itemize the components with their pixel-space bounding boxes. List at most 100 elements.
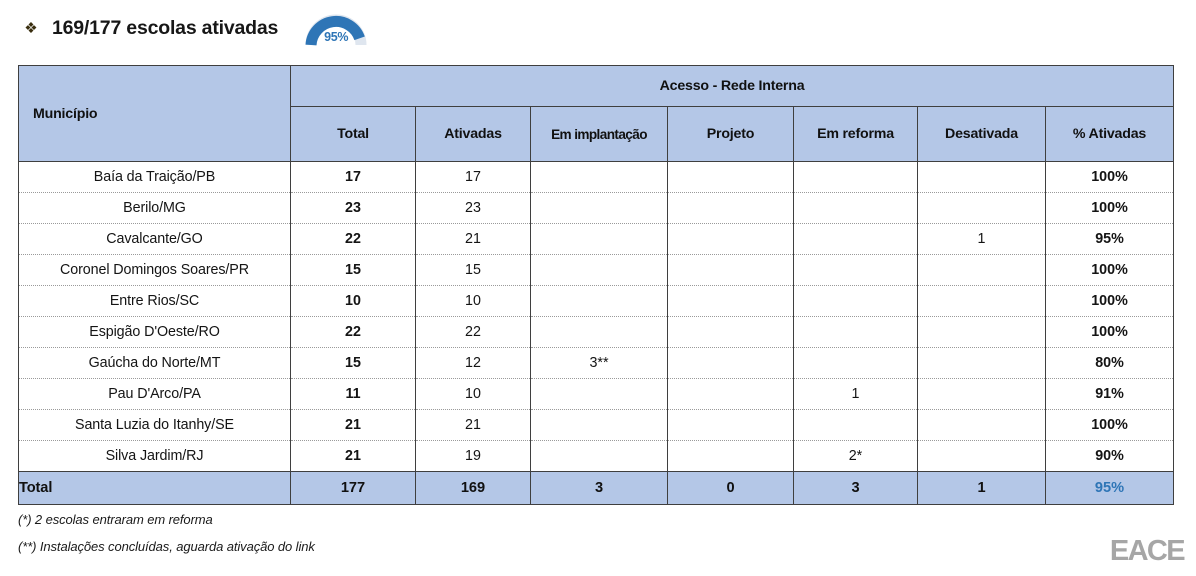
cell-desativada	[917, 285, 1046, 317]
cell-total: 22	[290, 223, 416, 255]
cell-em-implantacao	[530, 378, 668, 410]
cell-pct-ativadas: 90%	[1044, 440, 1175, 472]
cell-total: 17	[290, 161, 416, 193]
cell-municipio: Entre Rios/SC	[18, 285, 291, 317]
cell-municipio: Coronel Domingos Soares/PR	[18, 254, 291, 286]
cell-total: 23	[290, 192, 416, 224]
column-header-municipio: Município	[18, 65, 291, 162]
cell-em-reforma	[793, 161, 918, 193]
cell-projeto	[667, 254, 794, 286]
page-title: 169/177 escolas ativadas	[52, 16, 279, 39]
table-row: Berilo/MG 23 23 100%	[18, 192, 1175, 224]
cell-total: 22	[290, 316, 416, 348]
cell-ativadas: 15	[415, 254, 531, 286]
cell-municipio: Silva Jardim/RJ	[18, 440, 291, 472]
cell-em-reforma	[793, 285, 918, 317]
cell-total-ativadas: 169	[415, 471, 531, 505]
diamond-bullet-icon: ❖	[24, 19, 38, 37]
column-header-em-reforma: Em reforma	[793, 106, 918, 162]
table-header-group-row: Município Acesso - Rede Interna	[18, 65, 1175, 162]
cell-desativada	[917, 161, 1046, 193]
table-row: Gaúcha do Norte/MT 15 12 3** 80%	[18, 347, 1175, 379]
column-header-desativada: Desativada	[917, 106, 1046, 162]
cell-total: 21	[290, 409, 416, 441]
cell-desativada	[917, 440, 1046, 472]
table-row: Cavalcante/GO 22 21 1 95%	[18, 223, 1175, 255]
cell-total: 21	[290, 440, 416, 472]
table-row: Pau D'Arco/PA 11 10 1 91%	[18, 378, 1175, 410]
cell-projeto	[667, 440, 794, 472]
table-row: Entre Rios/SC 10 10 100%	[18, 285, 1175, 317]
cell-pct-ativadas: 100%	[1044, 409, 1175, 441]
cell-municipio: Cavalcante/GO	[18, 223, 291, 255]
table-row: Coronel Domingos Soares/PR 15 15 100%	[18, 254, 1175, 286]
cell-ativadas: 22	[415, 316, 531, 348]
cell-municipio: Santa Luzia do Itanhy/SE	[18, 409, 291, 441]
footnote-double-asterisk: (**) Instalações concluídas, aguarda ati…	[18, 539, 315, 555]
cell-desativada	[917, 316, 1046, 348]
cell-municipio: Pau D'Arco/PA	[18, 378, 291, 410]
column-group-header-acesso-rede-interna: Acesso - Rede Interna	[289, 65, 1175, 107]
cell-em-reforma	[793, 223, 918, 255]
cell-pct-ativadas: 80%	[1044, 347, 1175, 379]
cell-total-label: Total	[18, 471, 291, 505]
cell-municipio: Baía da Traição/PB	[18, 161, 291, 193]
table-row: Espigão D'Oeste/RO 22 22 100%	[18, 316, 1175, 348]
cell-desativada	[917, 409, 1046, 441]
cell-em-implantacao	[530, 285, 668, 317]
cell-ativadas: 12	[415, 347, 531, 379]
cell-total: 15	[290, 347, 416, 379]
cell-projeto	[667, 316, 794, 348]
cell-em-reforma	[793, 347, 918, 379]
cell-ativadas: 19	[415, 440, 531, 472]
cell-projeto	[667, 285, 794, 317]
cell-projeto	[667, 378, 794, 410]
cell-em-reforma	[793, 409, 918, 441]
column-header-total: Total	[290, 106, 416, 162]
cell-projeto	[667, 223, 794, 255]
cell-desativada	[917, 254, 1046, 286]
cell-em-reforma	[793, 254, 918, 286]
cell-desativada	[917, 378, 1046, 410]
cell-municipio: Espigão D'Oeste/RO	[18, 316, 291, 348]
cell-em-implantacao	[530, 161, 668, 193]
cell-projeto	[667, 192, 794, 224]
cell-em-implantacao	[530, 192, 668, 224]
eace-logo: EACE	[1109, 535, 1186, 567]
cell-total-projeto: 0	[667, 471, 794, 505]
table-row: Baía da Traição/PB 17 17 100%	[18, 161, 1175, 193]
column-header-em-implantacao: Em implantação	[530, 106, 668, 162]
cell-ativadas: 10	[415, 378, 531, 410]
cell-em-reforma: 2*	[793, 440, 918, 472]
cell-em-implantacao	[530, 254, 668, 286]
cell-ativadas: 23	[415, 192, 531, 224]
cell-total-em-implantacao: 3	[530, 471, 668, 505]
cell-pct-ativadas: 100%	[1044, 285, 1175, 317]
cell-ativadas: 17	[415, 161, 531, 193]
cell-total: 10	[290, 285, 416, 317]
column-header-pct-ativadas: % Ativadas	[1044, 106, 1175, 162]
cell-pct-ativadas: 95%	[1044, 223, 1175, 255]
cell-em-reforma: 1	[793, 378, 918, 410]
cell-total-pct-ativadas: 95%	[1044, 471, 1175, 505]
cell-projeto	[667, 409, 794, 441]
gauge-value-label: 95%	[324, 30, 349, 44]
cell-total-desativada: 1	[917, 471, 1046, 505]
cell-desativada	[917, 192, 1046, 224]
cell-total-total: 177	[290, 471, 416, 505]
page-header: ❖ 169/177 escolas ativadas 95%	[0, 0, 1196, 56]
table-row: Silva Jardim/RJ 21 19 2* 90%	[18, 440, 1175, 472]
cell-em-implantacao	[530, 223, 668, 255]
table-header-sub-row: Total Ativadas Em implantação Projeto Em…	[19, 106, 1175, 162]
cell-pct-ativadas: 100%	[1044, 161, 1175, 193]
gauge-arc-icon	[305, 14, 367, 46]
column-header-ativadas: Ativadas	[415, 106, 531, 162]
cell-pct-ativadas: 100%	[1044, 192, 1175, 224]
table-row: Santa Luzia do Itanhy/SE 21 21 100%	[18, 409, 1175, 441]
cell-pct-ativadas: 91%	[1044, 378, 1175, 410]
schools-activation-table: Município Acesso - Rede Interna Total At…	[18, 65, 1175, 505]
column-header-projeto: Projeto	[667, 106, 794, 162]
footnote-single-asterisk: (*) 2 escolas entraram em reforma	[18, 512, 213, 527]
cell-projeto	[667, 347, 794, 379]
cell-em-implantacao	[530, 440, 668, 472]
